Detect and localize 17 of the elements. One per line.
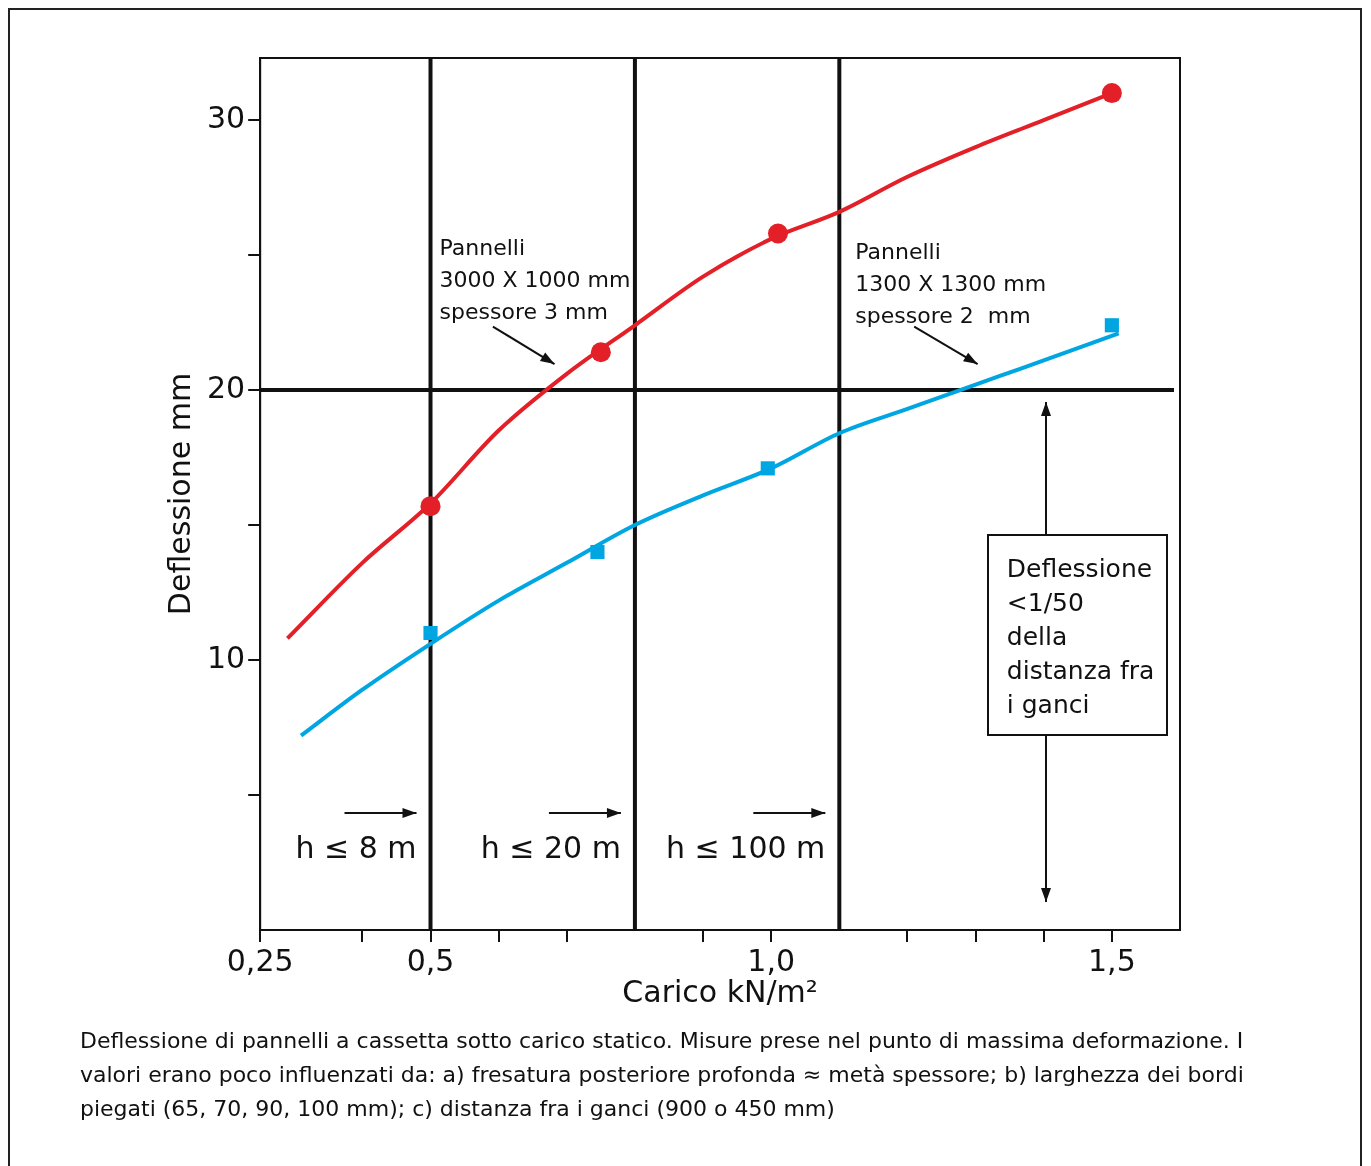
y-tick-label: 10 bbox=[206, 639, 246, 675]
point bbox=[1104, 318, 1119, 333]
ref-line-label: h ≤ 100 m bbox=[666, 829, 826, 865]
annotation: Pannelli 1300 X 1300 mm spessore 2 mm bbox=[855, 237, 1047, 330]
x-tick-label: 1,5 bbox=[1088, 942, 1136, 978]
x-tick-label: 0,25 bbox=[226, 942, 294, 978]
annotation: Pannelli 3000 X 1000 mm spessore 3 mm bbox=[439, 234, 631, 327]
y-axis-title: Deflessione mm bbox=[161, 372, 197, 616]
text: Deflessione di pannelli a cassetta sotto carico statico. Misure prese nel punto di massima deformazione. I valori erano poco influenzati da: a) fresatura posteriore profonda ≈ metà spessore; b) larghezza dei bordi piegati (65, 70, 90, 100 mm); c) distanza fra i ganci (900 o 450 mm) bbox=[80, 1027, 1245, 1124]
x-tick-label: 1,0 bbox=[747, 942, 796, 978]
ref-line-label: h ≤ 8 m bbox=[295, 829, 417, 865]
ref-line-label: h ≤ 20 m bbox=[480, 829, 621, 865]
x-tick-label: 0,5 bbox=[406, 942, 455, 978]
y-tick-label: 20 bbox=[206, 369, 246, 405]
annotation: Deflessione <1/50 della distanza fra i ganci bbox=[986, 534, 1169, 737]
point bbox=[423, 625, 438, 641]
y-tick-label: 30 bbox=[206, 99, 246, 135]
